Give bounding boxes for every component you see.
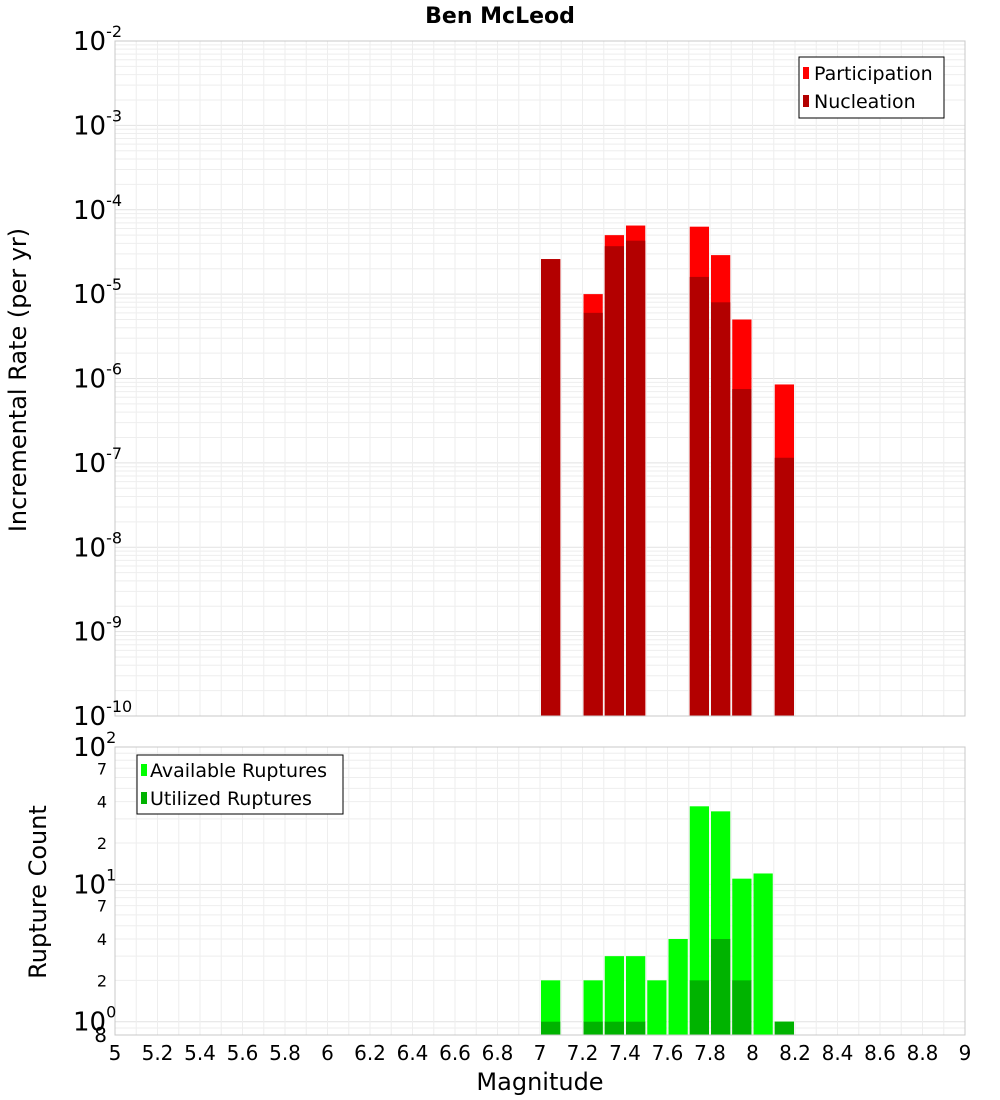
x-tick-label: 5 [109, 1041, 122, 1065]
bar-nucleation [541, 259, 561, 716]
x-axis-label: Magnitude [476, 1068, 603, 1096]
y-tick-label: 2 [97, 834, 107, 853]
y-tick-label: 4 [97, 930, 107, 949]
rate-bars [541, 225, 794, 717]
bar-utilized-ruptures [583, 1021, 603, 1035]
x-tick-label: 8 [746, 1041, 759, 1065]
bar-utilized-ruptures [626, 1021, 646, 1035]
x-tick-label: 9 [959, 1041, 972, 1065]
rate-y-axis-label: Incremental Rate (per yr) [4, 228, 32, 532]
bar-available-ruptures [689, 806, 709, 1035]
x-tick-label: 5.4 [184, 1041, 216, 1065]
bar-utilized-ruptures [774, 1021, 794, 1035]
count-y-axis-label: Rupture Count [24, 805, 52, 979]
chart-title: Ben McLeod [425, 4, 575, 29]
x-tick-label: 6 [321, 1041, 334, 1065]
count-panel: 7 4 2 7 4 2 8 102 101 100 5 5.2 5.4 5.6 5.8 6 6.2 6.4 6.6… [24, 728, 971, 1096]
x-tick-label: 8.4 [822, 1041, 854, 1065]
bar-available-ruptures [604, 956, 624, 1035]
bar-nucleation [689, 276, 709, 716]
bar-available-ruptures [541, 980, 561, 1035]
count-y-ticks: 7 4 2 7 4 2 8 102 101 100 [73, 728, 116, 1047]
y-tick-label: 100 [73, 1003, 116, 1038]
count-bars [541, 806, 794, 1035]
x-tick-label: 7.2 [567, 1041, 599, 1065]
bar-available-ruptures [753, 873, 773, 1035]
legend-label-utilized: Utilized Ruptures [150, 788, 312, 810]
rate-legend: Participation Nucleation [798, 56, 945, 119]
count-legend-box [136, 754, 344, 815]
x-tick-label: 6.8 [482, 1041, 514, 1065]
rate-panel: 10-210-310-410-510-610-710-810-910-10 In… [4, 22, 966, 732]
y-tick-label: 10-8 [73, 528, 122, 563]
bar-nucleation [583, 312, 603, 716]
x-tick-label: 8.2 [779, 1041, 811, 1065]
x-tick-label: 6.6 [439, 1041, 471, 1065]
bar-utilized-ruptures [604, 1021, 624, 1035]
x-tick-label: 8.8 [907, 1041, 939, 1065]
y-tick-label: 2 [97, 971, 107, 990]
rate-grid [114, 41, 966, 717]
y-tick-label: 7 [97, 897, 107, 916]
bar-available-ruptures [583, 980, 603, 1035]
rate-y-ticks: 10-210-310-410-510-610-710-810-910-10 [73, 22, 132, 732]
count-legend: Available Ruptures Utilized Ruptures [136, 754, 344, 815]
y-tick-label: 101 [73, 865, 116, 900]
x-tick-label: 8.6 [864, 1041, 896, 1065]
bar-available-ruptures [668, 939, 688, 1035]
bar-nucleation [711, 302, 731, 716]
x-tick-label: 7 [534, 1041, 547, 1065]
x-tick-label: 7.4 [609, 1041, 641, 1065]
rate-plot-frame [114, 40, 966, 717]
x-tick-label: 5.8 [269, 1041, 301, 1065]
bar-nucleation [604, 246, 624, 716]
x-tick-label: 6.2 [354, 1041, 386, 1065]
bar-utilized-ruptures [689, 980, 709, 1035]
legend-label-available: Available Ruptures [150, 760, 327, 782]
bar-utilized-ruptures [711, 939, 731, 1035]
bar-nucleation [732, 389, 752, 716]
bar-nucleation [774, 457, 794, 716]
x-tick-label: 7.8 [694, 1041, 726, 1065]
bar-available-ruptures [647, 980, 667, 1035]
y-tick-label: 4 [97, 793, 107, 812]
rate-legend-box [798, 56, 945, 119]
bar-available-ruptures [626, 956, 646, 1035]
legend-swatch-utilized [141, 792, 147, 804]
x-tick-label: 6.4 [397, 1041, 429, 1065]
legend-swatch-available [141, 764, 147, 776]
y-tick-label: 7 [97, 759, 107, 778]
y-tick-label: 102 [73, 728, 116, 763]
legend-label-participation: Participation [814, 63, 933, 85]
legend-swatch-participation [803, 67, 809, 79]
x-tick-label: 5.2 [142, 1041, 174, 1065]
legend-label-nucleation: Nucleation [814, 91, 916, 113]
count-plot-frame [114, 746, 966, 1036]
y-tick-label: 10-10 [73, 697, 132, 732]
y-tick-label: 8 [94, 1023, 107, 1047]
magnitude-x-ticks: 5 5.2 5.4 5.6 5.8 6 6.2 6.4 6.6 6.8 7 7.2 7.4 7.6 7.8 8… [109, 1041, 972, 1065]
bar-utilized-ruptures [541, 1021, 561, 1035]
bar-utilized-ruptures [732, 980, 752, 1035]
legend-swatch-nucleation [803, 95, 809, 107]
x-tick-label: 7.6 [652, 1041, 684, 1065]
bar-nucleation [626, 240, 646, 717]
x-tick-label: 5.6 [227, 1041, 259, 1065]
